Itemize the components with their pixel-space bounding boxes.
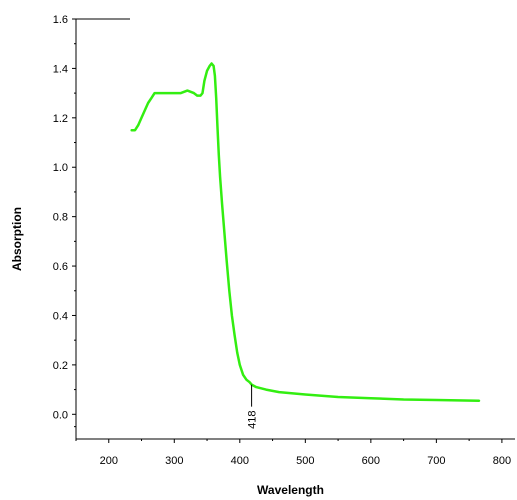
ticks: 0.0 0.2 0.4 0.6 0.8 1.0 1.2 1.4 1.6 200 300 400 500 6… <box>53 14 511 467</box>
y-tick-label: 0.8 <box>53 212 68 224</box>
y-tick-label: 0.2 <box>53 360 68 372</box>
y-tick-label: 1.4 <box>53 63 68 75</box>
x-tick-label: 800 <box>493 455 511 467</box>
x-tick-label: 500 <box>296 455 314 467</box>
y-tick-label: 0.6 <box>53 261 68 273</box>
x-tick-label: 200 <box>100 455 118 467</box>
y-tick-label: 1.6 <box>53 14 68 26</box>
y-tick-label: 1.2 <box>53 113 68 125</box>
annotation-label: 418 <box>247 410 259 428</box>
x-tick-label: 700 <box>427 455 445 467</box>
axes <box>75 18 515 440</box>
absorption-line <box>130 62 481 402</box>
y-tick-label: 0.4 <box>53 310 68 322</box>
x-tick-label: 400 <box>231 455 249 467</box>
series-layer <box>130 62 481 402</box>
y-tick-label: 0.0 <box>53 409 68 421</box>
x-tick-label: 600 <box>362 455 380 467</box>
annotations: 418 <box>247 384 259 429</box>
x-tick-label: 300 <box>165 455 183 467</box>
x-axis-title: Wavelength <box>257 483 324 497</box>
y-axis-title: Absorption <box>10 207 24 271</box>
y-tick-label: 1.0 <box>53 162 68 174</box>
